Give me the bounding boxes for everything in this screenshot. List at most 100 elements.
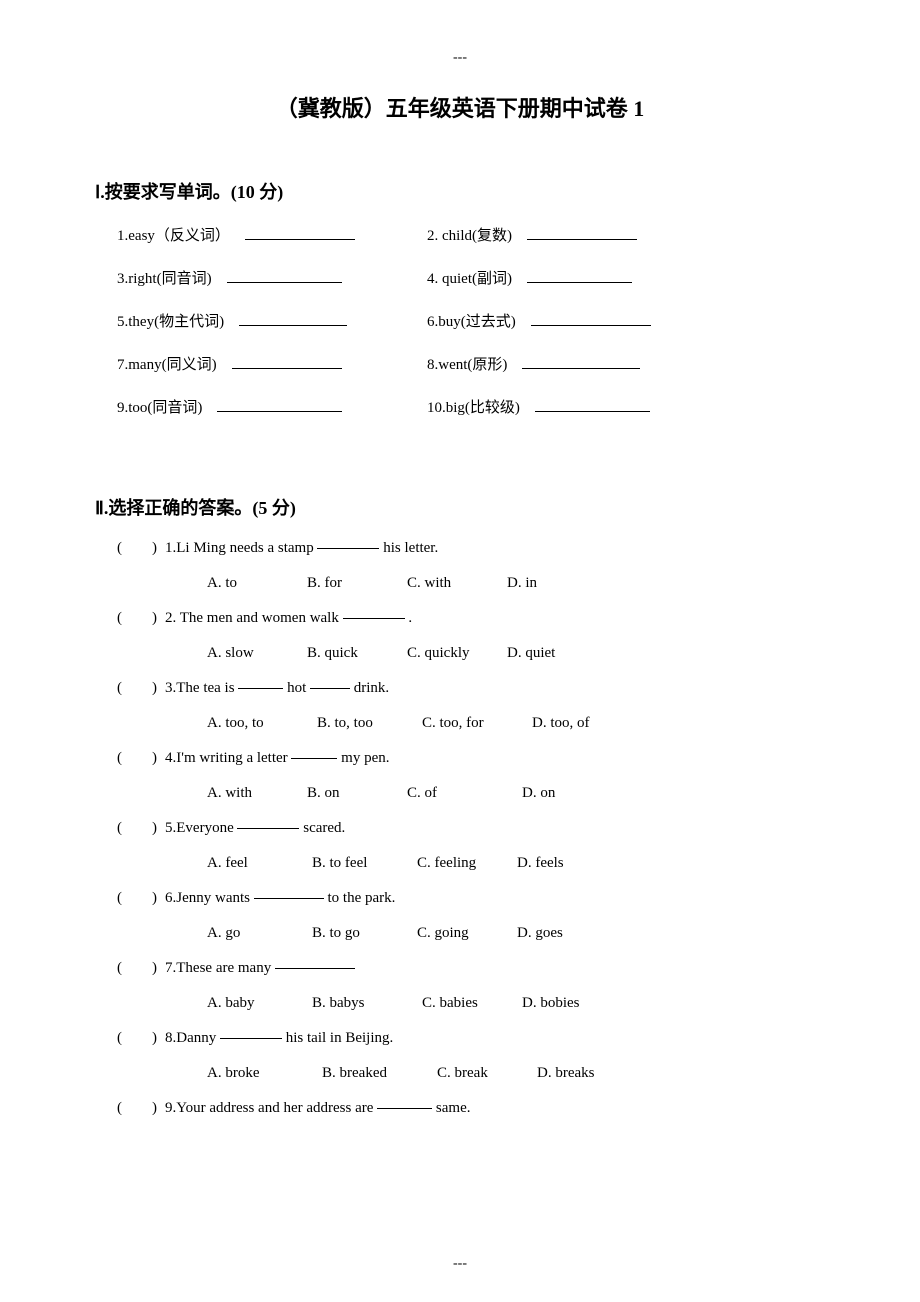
mc-option: A. broke [207, 1065, 322, 1082]
mc-option: D. breaks [537, 1065, 627, 1082]
mc-option: D. bobies [522, 995, 612, 1012]
blank-line [343, 618, 405, 619]
mc-prompt: ( ) 2. The men and women walk . [117, 610, 825, 627]
blank-line [217, 398, 342, 412]
vocab-row: 7.many(同义词)8.went(原形) [95, 353, 825, 374]
prompt-text: my pen. [337, 750, 389, 766]
blank-line [535, 398, 650, 412]
mc-options: A. brokeB. breakedC. breakD. breaks [117, 1065, 825, 1082]
answer-paren: ( ) [117, 540, 157, 557]
vocab-row: 3.right(同音词)4. quiet(副词) [95, 267, 825, 288]
prompt-text: his letter. [379, 540, 438, 556]
mc-option: B. breaked [322, 1065, 437, 1082]
mc-option: A. go [207, 925, 312, 942]
mc-question: ( )7.These are many A. babyB. babysC. ba… [95, 960, 825, 1012]
mc-prompt: ( )4.I'm writing a letter my pen. [117, 750, 825, 767]
vocab-row: 5.they(物主代词) 6.buy(过去式) [95, 310, 825, 331]
mc-option: C. going [417, 925, 517, 942]
answer-paren: ( ) [117, 1100, 157, 1117]
mc-option: C. of [407, 785, 522, 802]
mc-prompt: ( ) 9.Your address and her address are sa… [117, 1100, 825, 1117]
mc-prompt: ( )7.These are many [117, 960, 825, 977]
section1-header: Ⅰ.按要求写单词。(10 分) [95, 178, 825, 204]
prompt-text: 6.Jenny wants [165, 890, 254, 906]
prompt-text: scared. [299, 820, 345, 836]
mc-option: B. to go [312, 925, 417, 942]
mc-prompt-text: 5.Everyone scared. [165, 820, 345, 837]
mc-question: ( ) 1.Li Ming needs a stamp his letter. A.… [95, 540, 825, 592]
mc-option: B. to, too [317, 715, 422, 732]
answer-paren: ( ) [117, 1030, 157, 1047]
mc-option: C. with [407, 575, 507, 592]
mc-option: D. feels [517, 855, 597, 872]
mc-option: D. quiet [507, 645, 587, 662]
mc-prompt-text: 8.Danny his tail in Beijing. [165, 1030, 393, 1047]
footer-dash: --- [0, 1256, 920, 1272]
mc-option: B. to feel [312, 855, 417, 872]
vocab-label-right: 6.buy(过去式) [427, 310, 516, 331]
mc-option: D. in [507, 575, 587, 592]
mc-prompt-text: 7.These are many [165, 960, 355, 977]
section2-body: ( ) 1.Li Ming needs a stamp his letter. A.… [95, 540, 825, 1117]
mc-question: ( ) 9.Your address and her address are sa… [95, 1100, 825, 1117]
vocab-label-right: 10.big(比较级) [427, 396, 520, 417]
answer-paren: ( ) [117, 680, 157, 697]
mc-option: C. break [437, 1065, 537, 1082]
page-title: （冀教版）五年级英语下册期中试卷 1 [95, 91, 825, 123]
blank-line [531, 312, 651, 326]
blank-line [317, 548, 379, 549]
blank-line [254, 898, 324, 899]
mc-option: A. to [207, 575, 307, 592]
mc-prompt: ( ) 1.Li Ming needs a stamp his letter. [117, 540, 825, 557]
mc-option: A. too, to [207, 715, 317, 732]
vocab-label-left: 5.they(物主代词) [117, 310, 224, 331]
mc-prompt-text: 1.Li Ming needs a stamp his letter. [165, 540, 438, 557]
mc-option: A. with [207, 785, 307, 802]
blank-line [527, 226, 637, 240]
blank-line [291, 758, 337, 759]
prompt-text: 1.Li Ming needs a stamp [165, 540, 317, 556]
prompt-text: 7.These are many [165, 960, 275, 976]
answer-paren: ( ) [117, 610, 157, 627]
mc-question: ( ) 6.Jenny wants to the park. A. goB. to … [95, 890, 825, 942]
prompt-text: 8.Danny [165, 1030, 220, 1046]
prompt-text: hot [283, 680, 310, 696]
blank-line [377, 1108, 432, 1109]
mc-prompt: ( ) 3.The tea is hot drink. [117, 680, 825, 697]
prompt-text: to the park. [324, 890, 396, 906]
mc-option: A. slow [207, 645, 307, 662]
blank-line [275, 968, 355, 969]
answer-paren: ( ) [117, 890, 157, 907]
vocab-label-left: 9.too(同音词) [117, 396, 202, 417]
blank-line [232, 355, 342, 369]
mc-prompt-text: 2. The men and women walk . [165, 610, 412, 627]
mc-options: A. too, toB. to, tooC. too, forD. too, o… [117, 715, 825, 732]
blank-line [522, 355, 640, 369]
mc-prompt-text: 9.Your address and her address are same. [165, 1100, 471, 1117]
blank-line [310, 688, 350, 689]
mc-option: D. goes [517, 925, 597, 942]
vocab-row: 1.easy（反义词）2. child(复数) [95, 224, 825, 245]
vocab-label-left: 1.easy（反义词） [117, 224, 230, 245]
blank-line [237, 828, 299, 829]
mc-prompt-text: 6.Jenny wants to the park. [165, 890, 395, 907]
mc-prompt-text: 4.I'm writing a letter my pen. [165, 750, 390, 767]
mc-question: ( ) 3.The tea is hot drink. A. too, toB. t… [95, 680, 825, 732]
blank-line [527, 269, 632, 283]
mc-option: A. baby [207, 995, 312, 1012]
mc-option: B. babys [312, 995, 422, 1012]
prompt-text: 4.I'm writing a letter [165, 750, 291, 766]
mc-prompt: ( ) 6.Jenny wants to the park. [117, 890, 825, 907]
mc-option: C. feeling [417, 855, 517, 872]
prompt-text: . [405, 610, 413, 626]
mc-prompt-text: 3.The tea is hot drink. [165, 680, 389, 697]
vocab-label-right: 4. quiet(副词) [427, 267, 512, 288]
prompt-text: his tail in Beijing. [282, 1030, 393, 1046]
mc-option: B. on [307, 785, 407, 802]
mc-option: A. feel [207, 855, 312, 872]
blank-line [227, 269, 342, 283]
mc-options: A. withB. onC. ofD. on [117, 785, 825, 802]
mc-option: D. on [522, 785, 602, 802]
mc-option: D. too, of [532, 715, 612, 732]
mc-question: ( )5.Everyone scared.A. feelB. to feelC.… [95, 820, 825, 872]
